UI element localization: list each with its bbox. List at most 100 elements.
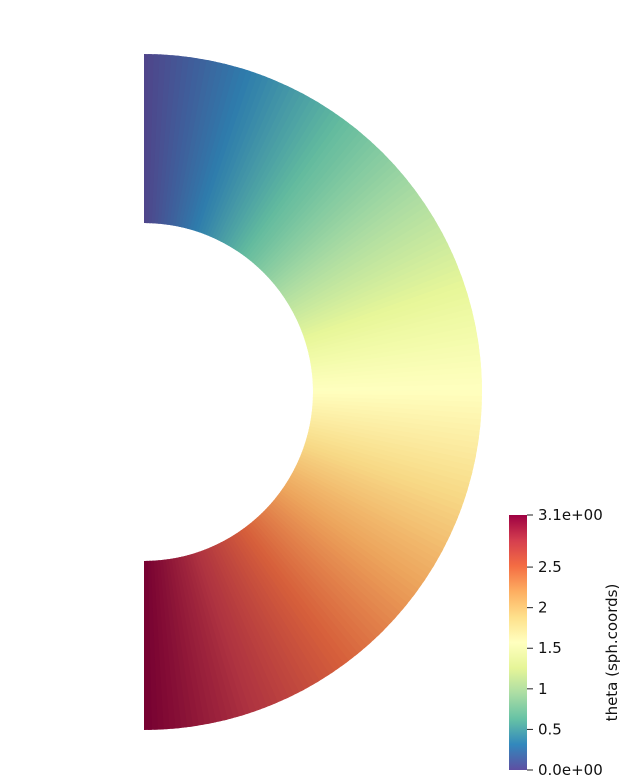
heatmap-cell (303, 301, 477, 354)
heatmap-cell (148, 556, 164, 730)
heatmap-cell (269, 495, 412, 614)
heatmap-cell (237, 524, 347, 674)
heatmap-cell (262, 152, 396, 281)
heatmap-cell (269, 170, 412, 289)
heatmap-cell (174, 553, 218, 729)
heatmap-cell (160, 555, 188, 730)
heatmap-cell (308, 360, 482, 382)
heatmap-cell (291, 240, 455, 324)
heatmap-cell (207, 542, 285, 708)
heatmap-cell (253, 512, 379, 648)
heatmap-cell (295, 256, 462, 332)
heatmap-cell (144, 556, 153, 730)
colorbar-tick-label: 3.1e+00 (538, 506, 603, 524)
heatmap-cell (300, 284, 472, 345)
heatmap-cell (177, 552, 223, 727)
heatmap-cell (267, 497, 408, 618)
heatmap-cell (281, 204, 436, 306)
heatmap-cell (259, 148, 392, 279)
heatmap-cell (294, 251, 460, 329)
heatmap-cell (171, 553, 212, 730)
heatmap-cell (262, 503, 396, 632)
heatmap-cell (165, 554, 200, 730)
heatmap-cell (307, 342, 482, 373)
heatmap-cell (220, 535, 312, 695)
heatmap-cell (202, 544, 275, 713)
heatmap-cell (297, 267, 467, 337)
heatmap-cell (264, 157, 400, 283)
heatmap-cell (284, 214, 442, 311)
colorbar-tick-label: 2.5 (538, 558, 562, 576)
heatmap-cell (308, 372, 482, 388)
heatmap-cell (225, 532, 322, 690)
heatmap-cell (264, 501, 400, 627)
colorbar-title: theta (sph.coords) (603, 584, 621, 722)
half-annulus-plot (144, 54, 482, 730)
colorbar-tick-label: 1.5 (538, 639, 562, 657)
heatmap-cell (302, 295, 475, 351)
heatmap-cell (273, 179, 419, 294)
heatmap-cell (271, 175, 415, 292)
heatmap-cell (182, 551, 235, 725)
heatmap-cell (259, 505, 392, 636)
heatmap-cell (287, 224, 447, 316)
heatmap-cell (251, 513, 375, 652)
heatmap-cell (308, 366, 482, 385)
heatmap-cell (244, 519, 361, 663)
heatmap-cell (298, 273, 469, 340)
heatmap-cell (280, 199, 432, 303)
heatmap-cell (267, 166, 408, 287)
heatmap-cell (301, 290, 474, 348)
heatmap-cell (289, 229, 450, 318)
heatmap-cell (293, 245, 458, 326)
heatmap-cell (199, 545, 269, 715)
heatmap-cell (257, 144, 388, 277)
colorbar: 3.1e+00 2.5 2 1.5 1 0.5 0.0e+00 theta (sph.coo… (509, 506, 621, 779)
heatmap-cell (299, 278, 470, 342)
heatmap-cell (235, 526, 342, 677)
heatmap-cell (304, 313, 479, 359)
heatmap-cell (185, 550, 241, 723)
colorbar-tick-label: 1 (538, 680, 548, 698)
heatmap-cell (275, 184, 422, 296)
heatmap-cell (305, 324, 482, 365)
heatmap-cell (249, 128, 370, 269)
heatmap-cell (255, 140, 384, 274)
heatmap-cell (303, 307, 478, 356)
heatmap-cell (286, 219, 445, 313)
heatmap-cell (196, 546, 263, 717)
heatmap-cell (204, 543, 280, 710)
heatmap-cell (249, 515, 370, 656)
heatmap-cell (278, 194, 429, 301)
heatmap-cell (296, 261, 465, 334)
heatmap-cell (276, 189, 426, 299)
colorbar-tick-label: 0.0e+00 (538, 761, 603, 779)
heatmap-cell (240, 523, 352, 670)
heatmap-cell (306, 336, 482, 371)
heatmap-cell (168, 554, 206, 730)
heatmap-cell (265, 499, 404, 623)
heatmap-cell (194, 547, 258, 718)
heatmap-cell (271, 492, 415, 609)
heatmap-cell (253, 136, 379, 272)
heatmap-cell (307, 348, 482, 376)
colorbar-tick-label: 0.5 (538, 720, 562, 738)
heatmap-cell (191, 548, 252, 720)
heatmap-cell (257, 507, 388, 640)
heatmap-cell (151, 556, 170, 730)
heatmap-cell (215, 538, 302, 701)
heatmap-cell (244, 121, 361, 265)
heatmap-cell (306, 330, 482, 368)
heatmap-cell (223, 534, 317, 693)
heatmap-cell (228, 531, 327, 687)
heatmap-cell (188, 549, 246, 722)
heatmap-cell (218, 537, 307, 698)
heatmap-cell (233, 528, 337, 680)
heatmap-cell (212, 539, 296, 703)
heatmap-cell (157, 555, 182, 730)
heatmap-cell (163, 555, 194, 730)
heatmap-cell (230, 529, 332, 684)
heatmap-cell (210, 541, 291, 706)
heatmap-cell (154, 556, 176, 730)
